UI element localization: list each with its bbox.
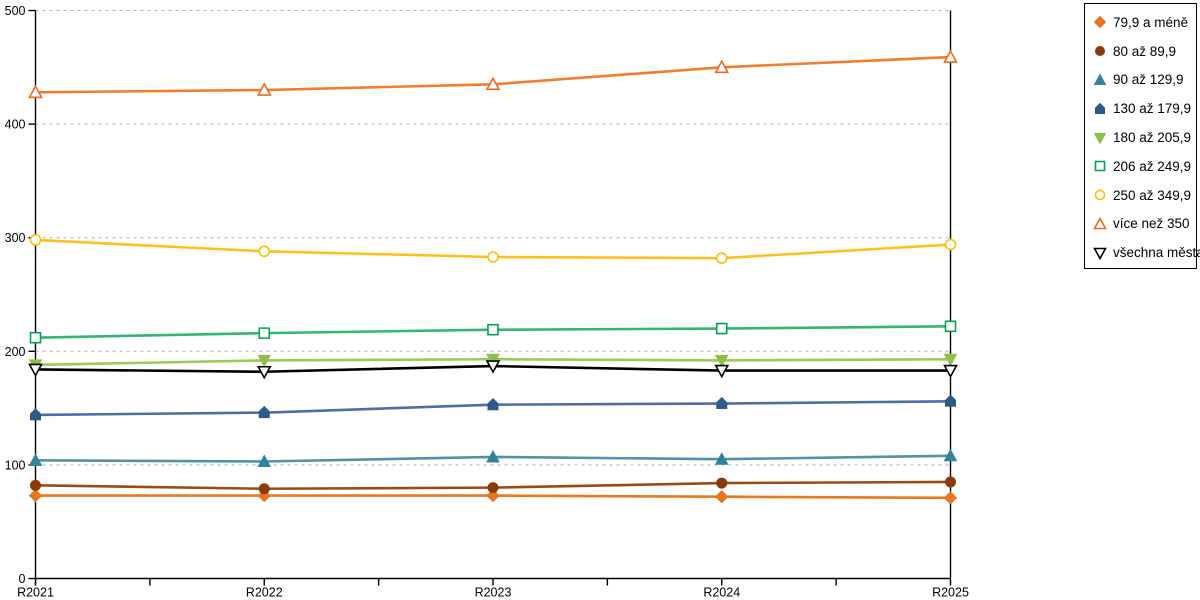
triangle-down-marker-icon	[714, 364, 730, 379]
triangle-down-marker-icon	[257, 354, 272, 368]
legend-item-label: 79,9 a méně	[1113, 14, 1189, 30]
circle-marker-icon	[1094, 189, 1106, 201]
x-axis-tick-label: R2024	[703, 586, 740, 600]
square-legend-icon	[1094, 161, 1106, 172]
circle-legend-icon	[1094, 189, 1106, 201]
triangle-up-marker-icon	[1093, 216, 1107, 230]
legend-item-label: všechna města	[1113, 245, 1200, 261]
legend-item: více než 350	[1093, 210, 1196, 239]
legend-item: 90 až 129,9	[1093, 66, 1196, 95]
triangle-up-marker-icon	[256, 82, 272, 96]
circle-marker-icon	[29, 234, 42, 246]
legend-item-label: 206 až 249,9	[1113, 158, 1192, 174]
triangle-up-legend-icon	[1093, 73, 1107, 85]
diamond-marker-icon	[943, 491, 958, 505]
diamond-legend-icon	[1093, 16, 1107, 29]
legend-item: 80 až 89,9	[1093, 37, 1196, 66]
triangle-up-marker-icon	[1093, 73, 1107, 85]
chart-legend: 79,9 a méně 80 až 89,9 90 až 129,9 130 až 1…	[1084, 3, 1200, 269]
triangle-up-marker-icon	[28, 84, 43, 99]
legend-item-label: 80 až 89,9	[1113, 43, 1177, 59]
y-axis-tick-label: 200	[5, 345, 26, 359]
x-axis-tick-label: R2022	[246, 586, 283, 600]
triangle-up-marker-icon	[257, 454, 272, 467]
circle-legend-icon	[1095, 46, 1105, 57]
triangle-up-marker-icon	[28, 453, 43, 466]
circle-marker-icon	[258, 245, 271, 258]
circle-marker-icon	[487, 251, 499, 263]
pentagon-marker-icon	[1095, 102, 1105, 114]
legend-item-label: více než 350	[1113, 216, 1190, 232]
square-marker-icon	[29, 331, 42, 344]
circle-marker-icon	[1095, 46, 1105, 57]
diamond-marker-icon	[1093, 16, 1107, 29]
y-axis-tick-label: 300	[5, 231, 26, 245]
triangle-down-marker-icon	[256, 365, 272, 380]
triangle-down-marker-icon	[28, 363, 43, 378]
pentagon-legend-icon	[1095, 102, 1105, 114]
triangle-down-marker-icon	[943, 353, 958, 367]
square-marker-icon	[1094, 161, 1106, 172]
legend-item: 250 až 349,9	[1093, 181, 1196, 210]
pentagon-marker-icon	[716, 396, 728, 410]
diamond-marker-icon	[28, 488, 43, 503]
triangle-up-marker-icon	[486, 449, 500, 463]
circle-marker-icon	[30, 479, 41, 491]
triangle-down-marker-icon	[1093, 132, 1107, 145]
pentagon-marker-icon	[258, 405, 270, 419]
circle-marker-icon	[944, 238, 957, 251]
legend-item: všechna města	[1093, 238, 1200, 267]
x-axis-tick-label: R2023	[475, 586, 512, 600]
triangle-up-marker-icon	[943, 49, 958, 63]
triangle-down-marker-icon	[1093, 247, 1107, 260]
y-axis-tick-label: 500	[5, 4, 26, 18]
pentagon-marker-icon	[30, 408, 41, 421]
circle-marker-icon	[716, 477, 728, 489]
triangle-down-legend-icon	[1093, 247, 1107, 260]
square-marker-icon	[944, 320, 957, 333]
triangle-down-marker-icon	[486, 353, 500, 367]
triangle-down-marker-icon	[714, 354, 729, 368]
pentagon-marker-icon	[945, 394, 956, 407]
legend-item: 180 až 205,9	[1093, 123, 1196, 152]
legend-item: 206 až 249,9	[1093, 152, 1196, 181]
x-axis-tick-label: R2025	[932, 586, 969, 600]
circle-marker-icon	[715, 252, 728, 264]
triangle-up-legend-icon	[1093, 216, 1107, 230]
square-marker-icon	[487, 323, 499, 336]
legend-item: 130 až 179,9	[1093, 94, 1196, 123]
diamond-marker-icon	[715, 490, 729, 504]
legend-item-label: 130 až 179,9	[1113, 101, 1192, 117]
triangle-down-marker-icon	[943, 364, 958, 379]
triangle-up-marker-icon	[714, 59, 730, 74]
legend-item-label: 250 až 349,9	[1113, 187, 1192, 203]
circle-marker-icon	[487, 482, 499, 494]
triangle-up-marker-icon	[485, 76, 501, 91]
legend-item-label: 180 až 205,9	[1113, 130, 1192, 146]
square-marker-icon	[258, 327, 271, 339]
y-axis-tick-label: 100	[5, 458, 26, 472]
y-axis-tick-label: 0	[19, 572, 26, 586]
pentagon-marker-icon	[487, 397, 499, 411]
diamond-marker-icon	[486, 488, 500, 503]
circle-marker-icon	[945, 476, 956, 488]
square-marker-icon	[715, 322, 728, 335]
triangle-up-marker-icon	[714, 452, 729, 465]
x-axis-tick-label: R2021	[17, 586, 54, 600]
legend-item-label: 90 až 129,9	[1113, 72, 1184, 88]
circle-marker-icon	[258, 483, 270, 495]
triangle-up-marker-icon	[943, 448, 958, 462]
y-axis-tick-label: 400	[5, 118, 26, 132]
triangle-down-marker-icon	[485, 360, 501, 374]
legend-item: 79,9 a méně	[1093, 8, 1196, 37]
triangle-down-legend-icon	[1093, 132, 1107, 145]
